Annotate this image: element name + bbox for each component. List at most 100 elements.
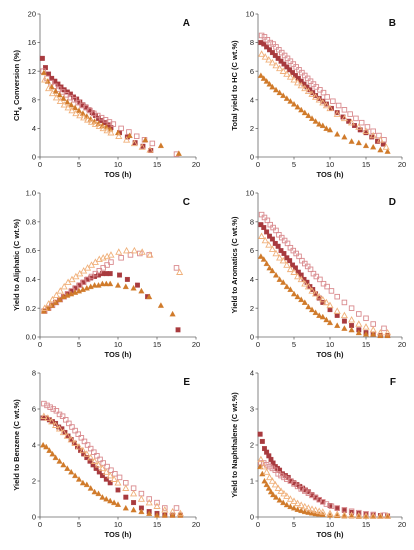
data-point <box>43 443 50 450</box>
data-point <box>266 264 273 271</box>
y-axis-label: Yield to Aliphatic (C wt.%) <box>12 219 21 311</box>
data-point <box>75 99 81 106</box>
data-point <box>304 75 311 82</box>
data-point <box>114 282 122 288</box>
data-point <box>327 503 333 508</box>
data-point <box>272 240 278 246</box>
data-point <box>322 101 330 109</box>
x-axis-label: TOS (h) <box>317 170 344 179</box>
data-point <box>287 244 294 251</box>
data-point <box>294 78 302 86</box>
data-point <box>123 494 129 500</box>
data-point <box>376 328 384 336</box>
data-point <box>146 251 154 258</box>
series-4 <box>41 76 154 153</box>
data-point <box>305 112 312 118</box>
data-point <box>281 251 287 256</box>
data-point <box>67 435 75 443</box>
data-point <box>297 501 305 508</box>
y-axis-label: Yield to Benzene (C wt.%) <box>12 399 21 491</box>
data-point <box>260 75 267 81</box>
data-point <box>260 462 268 470</box>
x-tick-label: 0 <box>256 340 260 349</box>
data-point <box>301 508 308 515</box>
data-point <box>375 138 380 144</box>
y-tick-label: 6 <box>250 246 254 255</box>
data-point <box>272 271 280 278</box>
data-point <box>267 47 272 53</box>
data-point <box>364 124 371 130</box>
x-axis-label: TOS (h) <box>317 350 344 359</box>
data-point <box>347 111 353 117</box>
data-point <box>98 464 106 472</box>
data-point <box>287 67 293 73</box>
data-point <box>53 408 60 414</box>
data-point <box>59 428 67 436</box>
series-2 <box>41 400 180 511</box>
data-point <box>48 417 56 425</box>
data-point <box>384 148 391 154</box>
data-point <box>267 488 275 495</box>
data-point <box>176 509 184 517</box>
y-axis-label-rest: Conversion (%) <box>12 50 21 108</box>
data-point <box>84 276 91 283</box>
data-point <box>78 435 85 441</box>
data-point <box>267 39 273 46</box>
y-tick-label: 6 <box>32 405 36 414</box>
data-point <box>52 454 59 461</box>
data-point <box>107 128 115 136</box>
data-point <box>265 241 273 248</box>
data-point <box>146 496 152 502</box>
data-point <box>294 499 302 507</box>
data-point <box>312 309 319 315</box>
x-tick-label: 10 <box>114 160 122 169</box>
data-point <box>362 142 370 149</box>
data-point <box>276 47 282 53</box>
data-point <box>107 497 114 504</box>
data-point <box>138 287 145 294</box>
data-point <box>283 492 291 499</box>
data-point <box>49 450 56 457</box>
data-point <box>265 485 272 491</box>
data-point <box>292 265 298 271</box>
data-point <box>176 268 184 275</box>
data-point <box>68 468 75 475</box>
data-point <box>169 310 176 317</box>
data-point <box>130 485 137 491</box>
data-point <box>258 32 265 39</box>
data-point <box>357 127 363 133</box>
data-point <box>94 461 103 468</box>
data-point <box>103 280 110 287</box>
y-tick-label: 8 <box>250 217 254 226</box>
data-point <box>276 89 283 96</box>
data-point <box>275 55 281 61</box>
series-3 <box>40 280 176 317</box>
data-point <box>48 89 57 97</box>
data-point <box>272 249 280 257</box>
data-point <box>260 256 267 262</box>
x-tick-label: 15 <box>362 160 370 169</box>
data-point <box>99 473 105 479</box>
data-point <box>56 287 64 294</box>
data-point <box>146 510 153 516</box>
data-point <box>308 115 316 121</box>
data-point <box>381 325 387 332</box>
data-point <box>353 115 359 122</box>
data-point <box>355 139 362 146</box>
data-point <box>264 36 271 43</box>
data-point <box>44 414 52 421</box>
data-point <box>122 484 130 491</box>
data-point <box>60 293 67 300</box>
data-point <box>40 441 47 448</box>
data-point <box>45 300 53 307</box>
data-point <box>88 273 95 280</box>
data-point <box>257 455 265 463</box>
data-point <box>261 477 268 484</box>
data-point <box>308 306 316 313</box>
data-point <box>87 118 96 125</box>
data-point <box>72 427 78 434</box>
data-point <box>301 502 309 510</box>
data-point <box>169 507 177 515</box>
data-point <box>326 319 334 326</box>
